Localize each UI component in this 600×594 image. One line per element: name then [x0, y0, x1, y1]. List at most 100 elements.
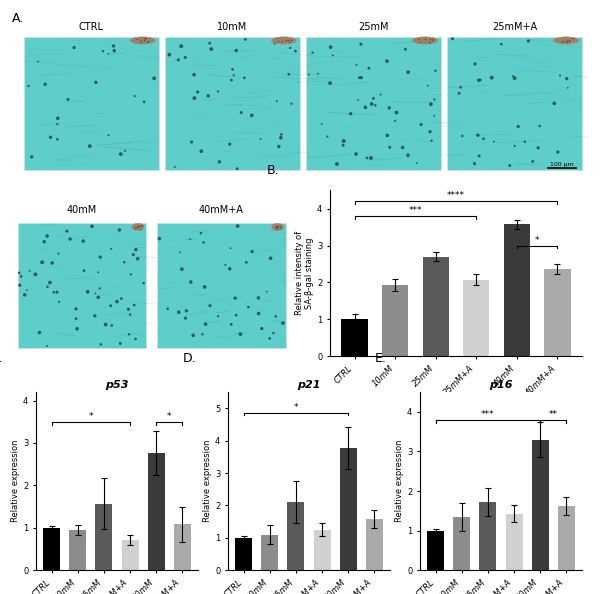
Point: [416, 120, 426, 129]
Point: [412, 158, 421, 168]
Text: 25mM+A: 25mM+A: [492, 22, 537, 32]
Point: [351, 149, 361, 159]
Point: [132, 222, 142, 232]
Bar: [164, 37, 300, 170]
Point: [215, 157, 224, 166]
Point: [247, 110, 257, 120]
Text: **: **: [548, 410, 557, 419]
Point: [83, 287, 92, 296]
Point: [69, 43, 79, 52]
Point: [479, 134, 488, 144]
Point: [558, 36, 568, 46]
Text: *: *: [89, 412, 93, 421]
Point: [242, 258, 251, 267]
Point: [474, 151, 484, 160]
Point: [535, 121, 545, 131]
Point: [129, 223, 139, 233]
Point: [425, 127, 435, 137]
Point: [199, 238, 208, 247]
Bar: [157, 223, 286, 348]
Point: [565, 35, 574, 45]
Point: [276, 133, 286, 143]
Point: [371, 100, 380, 110]
Point: [226, 244, 235, 253]
Bar: [17, 223, 146, 348]
Point: [317, 119, 326, 129]
Point: [239, 73, 249, 83]
Point: [132, 34, 142, 44]
Point: [278, 36, 287, 46]
Point: [90, 311, 100, 321]
Point: [323, 132, 332, 141]
Point: [181, 53, 190, 62]
Point: [257, 324, 267, 334]
Bar: [544, 269, 571, 356]
Bar: [454, 517, 470, 570]
Point: [95, 252, 105, 262]
Point: [269, 328, 278, 338]
Point: [126, 270, 136, 279]
Point: [116, 149, 125, 159]
Point: [560, 36, 570, 45]
Point: [361, 103, 370, 112]
Point: [42, 341, 52, 350]
Text: A.: A.: [12, 12, 24, 25]
Point: [556, 37, 566, 47]
Bar: [503, 225, 530, 356]
Bar: [235, 538, 253, 570]
Point: [287, 99, 296, 109]
Point: [133, 221, 142, 230]
Text: C.: C.: [0, 352, 4, 365]
Point: [424, 37, 434, 46]
Point: [567, 35, 577, 45]
Point: [116, 294, 126, 304]
Point: [271, 221, 281, 230]
Point: [133, 222, 142, 232]
Point: [16, 271, 26, 281]
Point: [91, 78, 101, 87]
Point: [277, 129, 286, 139]
Point: [473, 131, 482, 140]
Point: [281, 36, 291, 45]
Point: [115, 339, 125, 348]
Point: [262, 287, 272, 296]
Point: [326, 42, 335, 52]
Point: [133, 254, 142, 263]
Point: [104, 131, 113, 140]
Point: [24, 81, 34, 91]
Point: [71, 314, 81, 323]
Point: [403, 68, 413, 77]
Text: 100 μm: 100 μm: [550, 162, 574, 168]
Text: *: *: [167, 412, 172, 421]
Point: [182, 306, 191, 315]
Point: [421, 34, 430, 43]
Point: [430, 111, 439, 121]
Text: CTRL: CTRL: [79, 22, 104, 32]
Point: [115, 225, 124, 235]
Text: D.: D.: [182, 352, 196, 365]
Point: [230, 293, 240, 303]
Point: [475, 75, 485, 85]
Point: [106, 301, 116, 311]
Bar: [427, 530, 445, 570]
Text: 25mM: 25mM: [358, 22, 389, 32]
Bar: [532, 440, 548, 570]
Point: [130, 301, 139, 310]
Bar: [422, 257, 449, 356]
Circle shape: [271, 223, 284, 230]
Point: [46, 132, 55, 142]
Point: [376, 90, 385, 99]
Point: [244, 302, 253, 312]
Point: [254, 293, 263, 303]
Point: [290, 46, 300, 56]
Text: ****: ****: [447, 191, 465, 200]
Point: [185, 235, 195, 244]
Point: [14, 268, 24, 277]
Text: 40mM: 40mM: [67, 205, 97, 215]
Point: [510, 141, 520, 151]
Point: [284, 37, 293, 46]
Point: [71, 304, 81, 314]
Bar: [43, 528, 61, 570]
Point: [27, 152, 37, 162]
Text: B.: B.: [267, 164, 280, 177]
